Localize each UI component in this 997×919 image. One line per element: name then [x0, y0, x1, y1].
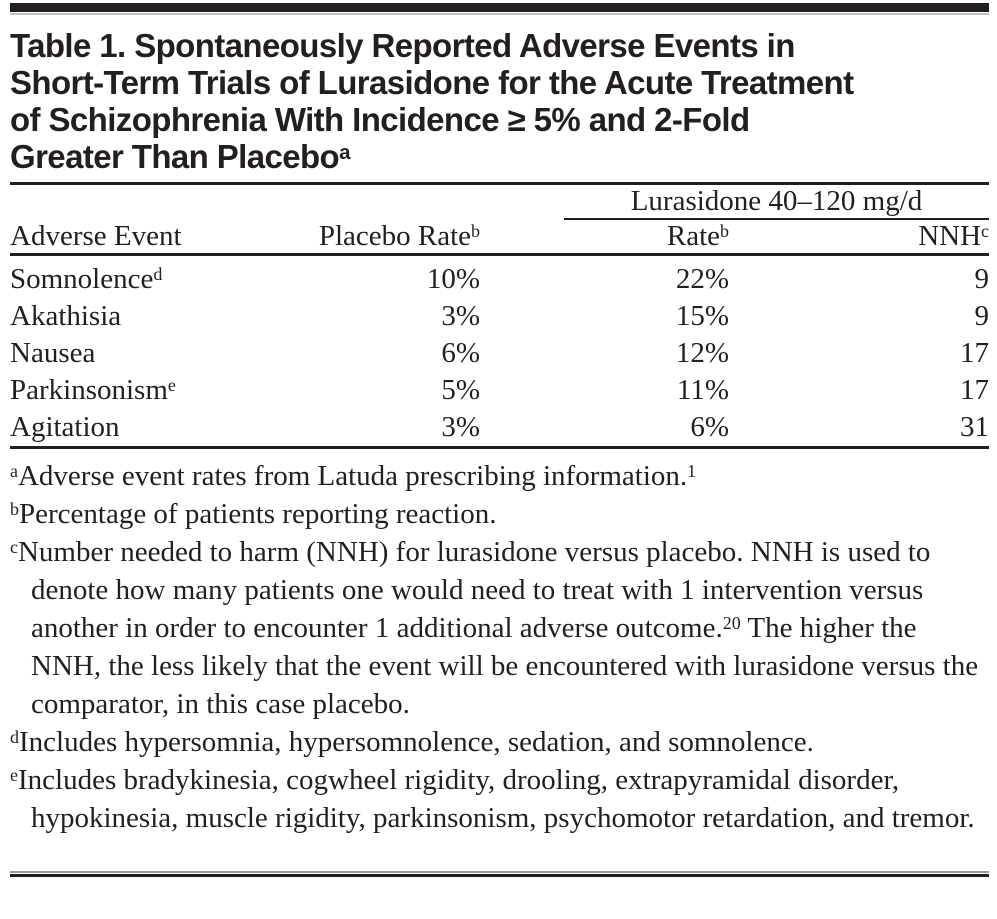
nnh-cell: 9 [974, 263, 990, 295]
event-name: Agitation [10, 411, 120, 443]
reference-number: 1 [687, 461, 697, 482]
footnote-text: The higher the NNH, the less likely that… [31, 612, 979, 720]
footnote-b: bPercentage of patients reporting reacti… [10, 495, 989, 533]
footnote-d: dIncludes hypersomnia, hypersomnolence, … [10, 723, 989, 761]
event-cell: Agitation [10, 409, 290, 449]
bottom-rule-bar [10, 874, 989, 877]
table-head: Lurasidone 40–120 mg/d Adverse Event Pla… [10, 185, 990, 256]
event-name: Somnolence [10, 263, 154, 295]
event-cell: Nausea [10, 335, 290, 372]
rate-cell: 11% [676, 374, 729, 406]
footnote-marker-b: b [720, 221, 729, 242]
placebo-rate-cell: 3% [290, 409, 480, 449]
spacer-cell [480, 255, 564, 299]
footnote-marker: d [10, 727, 19, 748]
table-title: Table 1. Spontaneously Reported Adverse … [10, 27, 989, 175]
column-header-spacer [480, 219, 564, 256]
footnote-e: eIncludes bradykinesia, cogwheel rigidit… [10, 761, 989, 837]
table-title-line: Short-Term Trials of Lurasidone for the … [10, 64, 854, 101]
table-title-line: of Schizophrenia With Incidence ≥ 5% and… [10, 101, 750, 138]
placebo-rate-cell: 5% [441, 374, 480, 406]
footnotes-section: aAdverse event rates from Latuda prescri… [10, 457, 989, 867]
footnote-text: Includes hypersomnia, hypersomnolence, s… [18, 726, 814, 758]
footnote-marker: b [10, 499, 19, 520]
rate-cell: 15% [675, 300, 729, 332]
top-rule-bar [10, 3, 989, 12]
nnh-cell: 17 [960, 374, 990, 406]
nnh-cell: 9 [974, 300, 990, 332]
footnote-marker-b: b [471, 221, 480, 242]
footnote-marker: a [10, 461, 18, 482]
event-cell: Akathisia [10, 298, 290, 335]
column-header-rate-label: Rate [666, 220, 721, 252]
column-header-adverse-event: Adverse Event [10, 219, 290, 256]
footnote-text: Number needed to harm (NNH) for lurasido… [17, 536, 931, 644]
spacer-cell [480, 335, 564, 372]
column-header-placebo-rate-label: Placebo Rate [318, 220, 472, 252]
event-name: Akathisia [10, 300, 122, 332]
bottom-rule-gap [10, 873, 989, 874]
table-row: Parkinsonisme 5% 11% 17 [10, 372, 989, 409]
column-group-spacer [10, 185, 564, 219]
placebo-rate-cell: 3% [441, 300, 480, 332]
spacer-cell [480, 372, 564, 409]
spacer-cell [480, 298, 564, 335]
reference-number: 20 [722, 613, 741, 634]
adverse-events-table: Lurasidone 40–120 mg/d Adverse Event Pla… [10, 185, 990, 449]
rate-cell: 22% [675, 263, 729, 295]
event-name: Parkinsonism [10, 374, 168, 406]
footnote-text: Adverse event rates from Latuda prescrib… [17, 460, 688, 492]
table-title-line-text: Greater Than Placebo [10, 138, 340, 175]
nnh-cell: 31 [729, 409, 990, 449]
footnote-marker-d: d [153, 264, 163, 285]
title-divider-rule [10, 182, 989, 185]
top-rule-shadow [10, 13, 989, 15]
column-header-nnh: NNHc [729, 219, 990, 256]
footnote-text: Percentage of patients reporting reactio… [18, 498, 497, 530]
placebo-rate-cell: 10% [426, 263, 480, 295]
table-title-line: Greater Than Placeboa [10, 138, 989, 175]
table-body: Somnolenced 10% 22% 9 Akathisia 3% 15% 9… [10, 255, 990, 449]
footnote-text: Includes bradykinesia, cogwheel rigidity… [17, 764, 975, 834]
footnote-marker: e [10, 765, 18, 786]
column-group-row: Lurasidone 40–120 mg/d [10, 185, 990, 220]
rate-cell: 6% [564, 409, 729, 449]
placebo-rate-cell: 6% [441, 337, 480, 369]
column-header-rate: Rateb [564, 219, 729, 256]
bottom-rule-shadow [10, 871, 989, 873]
event-name: Nausea [10, 337, 96, 369]
footnote-a: aAdverse event rates from Latuda prescri… [10, 457, 989, 495]
column-header-row: Adverse Event Placebo Rateb Rateb NNHc [10, 219, 990, 256]
column-header-nnh-label: NNH [918, 220, 982, 252]
nnh-cell: 17 [960, 337, 990, 369]
spacer-cell [480, 409, 564, 449]
event-cell: Somnolenced [10, 255, 290, 299]
table-row: Nausea 6% 12% 17 [10, 335, 989, 372]
table-row: Agitation 3% 6% 31 [10, 409, 990, 449]
rate-cell: 12% [675, 337, 729, 369]
column-group-header-lurasidone: Lurasidone 40–120 mg/d [564, 185, 990, 220]
footnote-marker-c: c [981, 221, 990, 242]
footnote-marker: c [10, 537, 18, 558]
footnote-marker-e: e [167, 375, 176, 396]
event-cell: Parkinsonisme [10, 372, 290, 409]
table-row: Somnolenced 10% 22% 9 [10, 255, 989, 299]
footnote-c: cNumber needed to harm (NNH) for lurasid… [10, 533, 989, 723]
table-row: Akathisia 3% 15% 9 [10, 298, 989, 335]
table-title-footnote-marker: a [339, 141, 350, 165]
column-header-placebo-rate: Placebo Rateb [290, 219, 480, 256]
table-title-line: Table 1. Spontaneously Reported Adverse … [10, 27, 795, 64]
